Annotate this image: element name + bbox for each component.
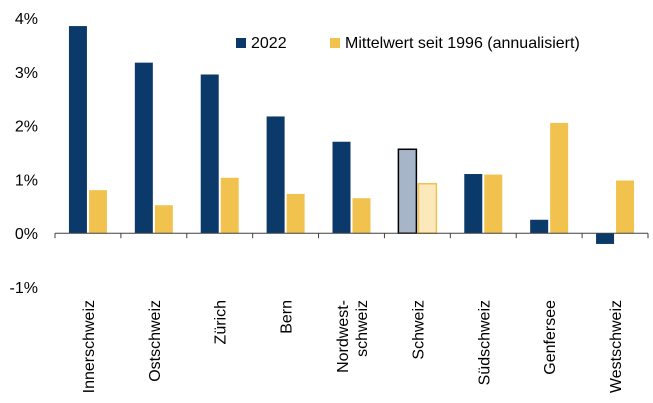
bar-mean-since-1996 <box>286 193 305 234</box>
legend-label: Mittelwert seit 1996 (annualisiert) <box>345 35 580 52</box>
category-label: Nordwest-schweiz <box>335 300 371 373</box>
bar-2022 <box>464 174 483 234</box>
category-label: Westschweiz <box>608 300 625 393</box>
bar-mean-since-1996 <box>88 190 107 234</box>
y-tick-label: 3% <box>15 65 38 82</box>
bars <box>68 26 635 244</box>
y-tick-label: -1% <box>10 280 38 297</box>
bar-2022 <box>596 233 615 244</box>
legend: 2022 Mittelwert seit 1996 (annualisiert) <box>236 35 580 52</box>
legend-label: 2022 <box>251 35 287 52</box>
bar-2022 <box>68 26 87 234</box>
category-label: Südschweiz <box>476 300 493 385</box>
category-label: Zürich <box>213 300 230 344</box>
bar-2022 <box>397 148 418 234</box>
bar-mean-since-1996 <box>154 205 173 234</box>
category-label: Ostschweiz <box>147 300 164 382</box>
bar-mean-since-1996 <box>220 177 239 234</box>
bar-2022 <box>332 141 351 234</box>
bar-2022 <box>134 62 153 234</box>
bar-2022 <box>200 74 219 234</box>
bar-mean-since-1996 <box>550 122 569 234</box>
bar-2022 <box>266 116 285 234</box>
category-label: Bern <box>279 300 296 334</box>
bar-2022 <box>530 219 549 234</box>
legend-swatch <box>330 38 340 48</box>
legend-swatch <box>236 38 246 48</box>
y-tick-label: 0% <box>15 226 38 243</box>
category-labels: Innerschweiz Ostschweiz Zürich Bern Nordwest… <box>81 300 625 393</box>
y-tick-label: 4% <box>15 11 38 28</box>
category-label: Genfersee <box>542 300 559 375</box>
bar-mean-since-1996 <box>484 174 503 234</box>
x-axis-tick-marks <box>54 233 649 239</box>
category-label: Schweiz <box>410 300 427 360</box>
bar-mean-since-1996 <box>616 180 635 234</box>
bar-mean-since-1996 <box>352 198 371 234</box>
bar-mean-since-1996 <box>417 182 438 234</box>
category-label: Innerschweiz <box>81 300 98 393</box>
y-tick-label: 2% <box>15 119 38 136</box>
y-tick-label: 1% <box>15 172 38 189</box>
y-axis-ticks: 4% 3% 2% 1% 0% -1% <box>10 11 38 297</box>
legend-item-2022: 2022 <box>236 35 287 52</box>
legend-item-mean: Mittelwert seit 1996 (annualisiert) <box>330 35 580 52</box>
